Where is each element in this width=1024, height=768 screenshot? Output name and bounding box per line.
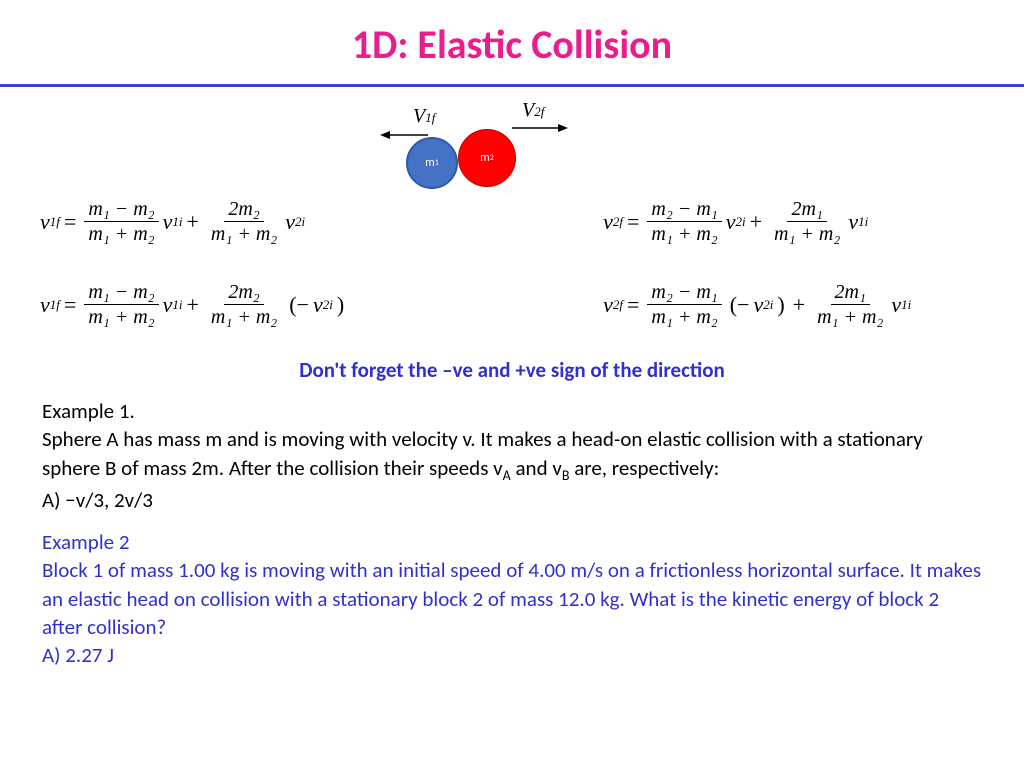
title-divider	[0, 84, 1024, 87]
example-2-body: Block 1 of mass 1.00 kg is moving with a…	[42, 556, 982, 641]
example-1-answer: A) −v/3, 2v/3	[42, 486, 982, 514]
page-title: 1D: Elastic Collision	[0, 0, 1024, 84]
example-1-heading: Example 1.	[42, 397, 982, 425]
equation-v1f-a: v1f = m₁ − m₂m₁ + m₂ v1i + 2m₂m₁ + m₂ v2…	[40, 197, 493, 246]
direction-note: Don't forget the –ve and +ve sign of the…	[0, 357, 1024, 383]
v2f-label: V2f	[522, 99, 544, 122]
example-1-body: Sphere A has mass m and is moving with v…	[42, 425, 982, 485]
example-2-heading: Example 2	[42, 528, 982, 556]
equation-v2f-b: v2f = m₂ − m₁m₁ + m₂ (−v2i) + 2m₁m₁ + m₂…	[603, 280, 984, 329]
equations-row-1: v1f = m₁ − m₂m₁ + m₂ v1i + 2m₂m₁ + m₂ v2…	[0, 187, 1024, 270]
example-2-answer: A) 2.27 J	[42, 641, 982, 669]
mass-circle-1: m1	[406, 137, 458, 189]
v1f-label: V1f	[413, 105, 435, 128]
arrow-right-icon	[512, 122, 568, 134]
collision-diagram: V1f V2f m1 m2	[0, 97, 1024, 187]
equations-row-2: v1f = m₁ − m₂m₁ + m₂ v1i + 2m₂m₁ + m₂ (−…	[0, 270, 1024, 353]
example-1: Example 1. Sphere A has mass m and is mo…	[0, 397, 1024, 514]
equation-v1f-b: v1f = m₁ − m₂m₁ + m₂ v1i + 2m₂m₁ + m₂ (−…	[40, 280, 493, 329]
mass-circle-2: m2	[458, 129, 516, 187]
example-2: Example 2 Block 1 of mass 1.00 kg is mov…	[0, 528, 1024, 670]
equation-v2f-a: v2f = m₂ − m₁m₁ + m₂ v2i + 2m₁m₁ + m₂ v1…	[603, 197, 984, 246]
